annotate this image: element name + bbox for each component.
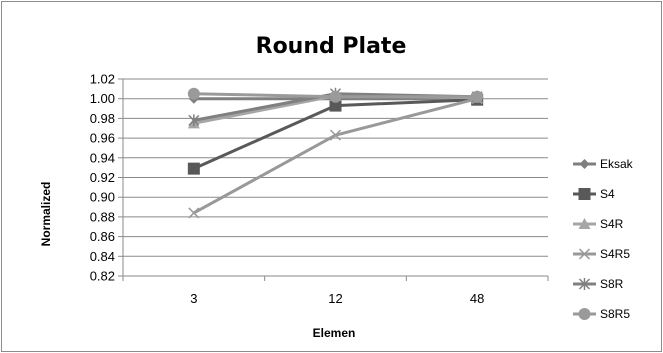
legend-marker (578, 248, 591, 260)
legend-marker (579, 159, 590, 169)
y-tick-label: 0.90 (90, 190, 115, 205)
y-tick-label: 0.82 (90, 269, 115, 284)
legend-label: S4R5 (600, 247, 630, 261)
x-tick-labels: 3 12 48 (190, 291, 484, 306)
series-group (187, 87, 484, 219)
y-tick-label: 0.88 (90, 209, 115, 224)
legend-item-s4r: S4R (573, 217, 624, 231)
data-point (188, 207, 200, 219)
y-axis-label: Normalized (39, 182, 53, 247)
x-tick-label: 12 (328, 291, 342, 306)
y-tick-label: 0.98 (90, 111, 115, 126)
data-point (329, 129, 342, 141)
legend-marker (578, 278, 591, 290)
legend-marker (578, 188, 591, 200)
data-point (471, 90, 484, 103)
x-tick-label: 48 (470, 291, 484, 306)
data-point (188, 114, 200, 127)
legend-item-s4r5: S4R5 (573, 247, 630, 261)
y-tick-label: 0.84 (90, 249, 115, 264)
legend-marker (578, 308, 591, 320)
legend: Eksak S4 S4R S4R5 S8R S8R5 (573, 157, 634, 321)
y-tick-label: 0.86 (90, 229, 115, 244)
y-tick-label: 1.02 (90, 72, 115, 87)
legend-label: S4 (600, 187, 615, 201)
legend-label: Eksak (600, 157, 634, 171)
y-tick-label: 0.96 (90, 131, 115, 146)
y-tick-label: 0.94 (90, 150, 115, 165)
data-point (187, 87, 200, 100)
legend-item-s4: S4 (573, 187, 615, 201)
legend-label: S4R (600, 217, 624, 231)
axes (122, 79, 549, 281)
legend-item-s8r5: S8R5 (573, 307, 630, 321)
y-tick-label: 1.00 (90, 91, 115, 106)
legend-label: S8R5 (600, 307, 630, 321)
y-tick-labels: 0.82 0.84 0.86 0.88 0.90 0.92 0.94 0.96 0.98 1.00… (90, 72, 115, 284)
legend-label: S8R (600, 277, 624, 291)
data-point (329, 90, 342, 103)
series-s8r5 (187, 87, 484, 103)
chart-title: Round Plate (256, 34, 407, 59)
x-tick-label: 3 (190, 291, 197, 306)
data-point (187, 162, 200, 175)
legend-marker (578, 218, 591, 229)
data-point (329, 99, 342, 112)
legend-item-eksak: Eksak (573, 157, 634, 171)
y-tick-label: 0.92 (90, 170, 115, 185)
legend-item-s8r: S8R (573, 277, 624, 291)
x-axis-label: Elemen (313, 326, 356, 340)
